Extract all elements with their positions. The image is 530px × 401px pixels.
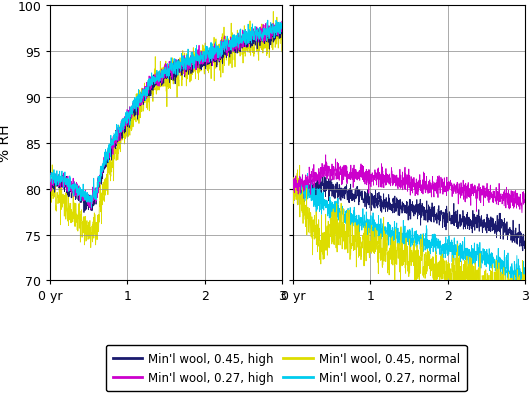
Y-axis label: % RH: % RH: [0, 125, 12, 162]
Legend: Min'l wool, 0.45, high, Min'l wool, 0.27, high, Min'l wool, 0.45, normal, Min'l : Min'l wool, 0.45, high, Min'l wool, 0.27…: [105, 345, 467, 391]
